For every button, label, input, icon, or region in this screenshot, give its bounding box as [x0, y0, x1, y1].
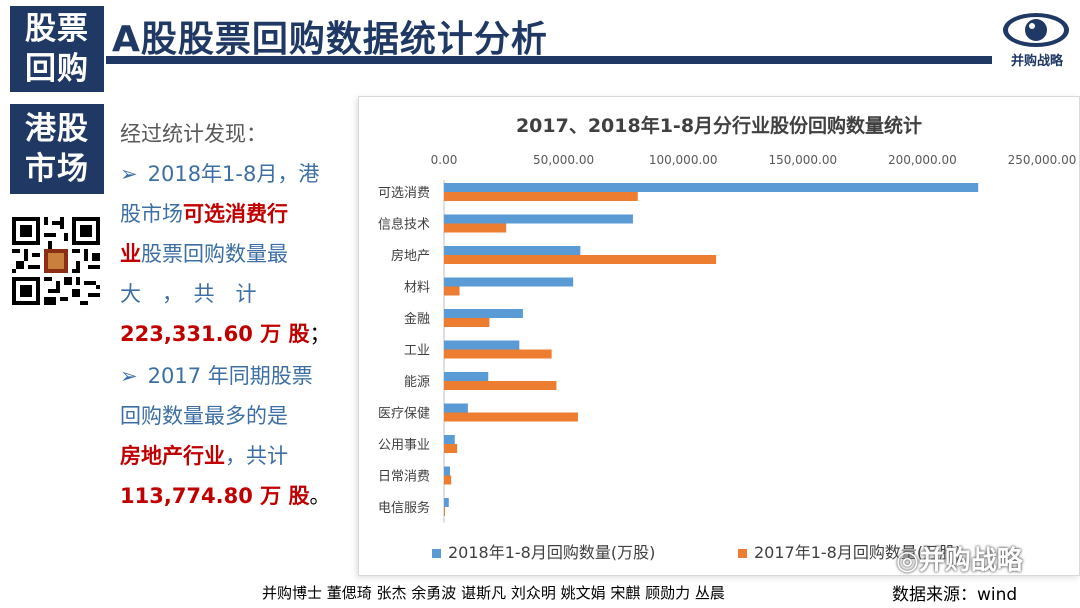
section-tile-hk-market: 港股 市场 [10, 104, 104, 194]
category-label: 材料 [404, 281, 430, 296]
bullet-line: 业股票回购数量最 [120, 234, 342, 274]
bullet-line: ➢ 2017 年同期股票 [120, 356, 342, 396]
bar [444, 507, 445, 516]
chart-panel [358, 96, 1080, 576]
bar [444, 246, 581, 255]
x-tick-label: 0.00 [431, 153, 458, 167]
x-tick-label: 200,000.00 [888, 153, 957, 167]
bar [444, 349, 552, 359]
category-label: 工业 [404, 344, 430, 359]
bar [444, 340, 520, 350]
bullet-line: 股市场可选消费行 [120, 194, 342, 234]
finding-2017: ➢ 2017 年同期股票 回购数量最多的是 房地产行业，共计 113,774.80… [120, 356, 342, 516]
bar [444, 444, 458, 453]
category-label: 信息技术 [378, 217, 430, 233]
bullet-text: 2017 年同期股票 [147, 364, 313, 388]
bar [444, 255, 717, 264]
category-label: 公用事业 [378, 438, 430, 453]
highlight-text: 113,774.80 万 股 [120, 484, 310, 508]
tile-line: 回购 [25, 51, 89, 87]
watermark-text: 并购战略 [918, 546, 1023, 576]
legend-label: 2017年1-8月回购数量(万股) [754, 543, 961, 562]
bar [444, 309, 523, 318]
logo-text: 并购战略 [1010, 54, 1063, 69]
arrow-bullet-icon: ➢ [120, 162, 138, 186]
bullet-line: 回购数量最多的是 [120, 396, 342, 436]
bar [444, 381, 557, 390]
bar-chart: 0.00 50,000.00 100,000.00 150,000.00 200,000… [378, 153, 1077, 562]
chart-title: 2017、2018年1-8月分行业股份回购数量统计 [515, 115, 923, 137]
bar [444, 277, 574, 287]
bar [444, 192, 638, 201]
bar [444, 214, 633, 224]
page-title: A股股票回购数据统计分析 [112, 19, 548, 60]
header-divider [106, 56, 992, 64]
bullet-line: 房地产行业，共计 [120, 436, 342, 476]
category-label: 金融 [404, 311, 430, 327]
x-tick-label: 50,000.00 [533, 153, 594, 167]
bullet-line: ➢ 2018年1-8月，港 [120, 154, 342, 194]
arrow-bullet-icon: ➢ [120, 364, 138, 388]
qr-code-icon [12, 217, 100, 305]
highlight-text: 房地产行业 [120, 444, 225, 468]
bar [444, 318, 490, 327]
category-label: 房地产 [391, 248, 430, 264]
tile-line: 港股 [25, 111, 89, 147]
bullet-text: 2018年1-8月，港 [147, 162, 320, 186]
bar [444, 466, 450, 476]
bar [444, 286, 460, 296]
category-label: 电信服务 [378, 500, 430, 516]
highlight-text: 可选消费行 [183, 202, 288, 226]
x-tick-label: 150,000.00 [768, 153, 837, 167]
bar [444, 372, 489, 381]
wechat-watermark: ◎并购战略 [896, 546, 1023, 576]
authors-credit: 并购博士 董偲琦 张杰 余勇波 谌斯凡 刘众明 姚文娟 宋麒 顾勋力 丛晨 [262, 584, 725, 602]
highlight-text: 业 [120, 242, 141, 266]
tile-line: 市场 [25, 151, 89, 187]
bullet-line: 大 ， 共 计 [120, 274, 342, 314]
intro-text: 经过统计发现： [120, 122, 267, 146]
bullet-text: 大 ， 共 计 [120, 282, 257, 306]
section-tile-buyback: 股票 回购 [10, 6, 104, 92]
highlight-text: 223,331.60 万 股 [120, 322, 310, 346]
bar [444, 475, 452, 485]
category-label: 医疗保健 [378, 407, 430, 422]
legend-label: 2018年1-8月回购数量(万股) [448, 543, 655, 562]
bar [444, 183, 979, 192]
bullet-text: ； [309, 322, 331, 346]
bullet-line: 113,774.80 万 股。 [120, 476, 342, 516]
bullet-text: ，共计 [225, 444, 288, 468]
legend-swatch [738, 549, 747, 558]
bar [444, 403, 468, 413]
bullet-text: 股市场 [120, 202, 183, 226]
bullet-text: 。 [309, 484, 331, 508]
bar [444, 498, 449, 507]
category-label: 能源 [404, 375, 430, 390]
x-tick-label: 250,000.00 [1008, 153, 1077, 167]
category-label: 可选消费 [378, 186, 430, 201]
bullet-text: 股票回购数量最 [141, 242, 288, 266]
data-source: 数据来源：wind [892, 585, 1018, 605]
category-label: 日常消费 [378, 470, 430, 485]
tile-line: 股票 [25, 11, 89, 47]
x-tick-label: 100,000.00 [649, 153, 718, 167]
bullet-line: 223,331.60 万 股； [120, 314, 342, 354]
bar [444, 412, 578, 422]
finding-2018: ➢ 2018年1-8月，港 股市场可选消费行 业股票回购数量最 大 ， 共 计 2… [120, 154, 342, 354]
bullet-text: 回购数量最多的是 [120, 404, 288, 428]
bar [444, 223, 507, 233]
eye-logo-icon [1003, 13, 1069, 47]
legend-swatch [432, 549, 441, 558]
bar [444, 435, 455, 444]
